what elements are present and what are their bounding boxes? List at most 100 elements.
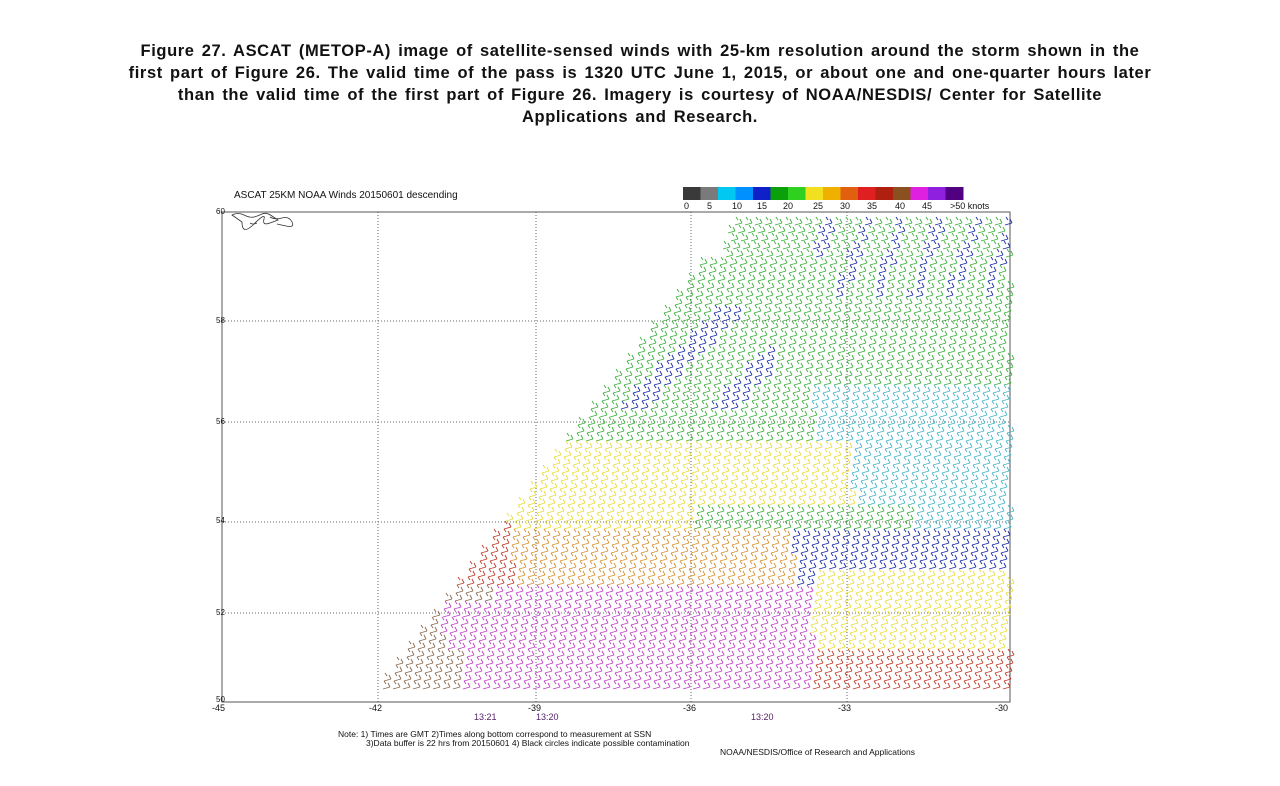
wind-barb <box>926 424 935 434</box>
wind-barb <box>797 568 806 578</box>
wind-barb <box>463 672 472 682</box>
wind-barb <box>840 232 849 242</box>
wind-barb <box>693 304 702 314</box>
wind-barb <box>934 296 943 306</box>
wind-barb <box>546 648 555 658</box>
wind-barb <box>650 544 659 554</box>
wind-barb <box>560 472 569 482</box>
wind-barb <box>856 504 865 514</box>
wind-barb <box>805 656 814 666</box>
wind-barb <box>979 480 988 490</box>
wind-barb <box>867 272 876 282</box>
wind-barb <box>520 616 529 626</box>
wind-barb <box>695 288 704 298</box>
wind-barb <box>609 480 618 490</box>
wind-barb <box>922 312 931 322</box>
wind-barb <box>782 456 791 466</box>
wind-barb <box>952 608 961 618</box>
wind-barb <box>1005 288 1014 298</box>
wind-barb <box>792 240 801 250</box>
wind-barb <box>928 560 937 570</box>
wind-barb <box>843 672 852 682</box>
wind-barb <box>852 456 861 466</box>
wind-barb <box>635 360 644 370</box>
wind-barb <box>907 224 916 234</box>
wind-barb <box>903 304 912 314</box>
wind-barb <box>677 496 686 506</box>
wind-barb <box>820 616 829 626</box>
pass-time-label: 13:21 <box>474 712 497 722</box>
wind-barb <box>975 432 984 442</box>
wind-barb <box>758 264 767 274</box>
wind-barb <box>684 440 693 450</box>
wind-barb <box>766 280 775 290</box>
wind-barb <box>684 592 693 602</box>
wind-barb <box>987 224 996 234</box>
lon-label: -39 <box>528 703 542 713</box>
wind-barb <box>660 320 669 330</box>
wind-barb <box>742 240 751 250</box>
wind-barb <box>909 408 918 418</box>
wind-barb <box>772 680 781 690</box>
wind-barb <box>993 520 1002 530</box>
wind-barb <box>747 224 756 234</box>
wind-barb <box>962 456 971 466</box>
wind-barb <box>866 280 875 290</box>
wind-barb <box>851 464 860 474</box>
wind-barb <box>929 624 938 634</box>
wind-barb <box>748 264 757 274</box>
wind-barb <box>729 480 738 490</box>
wind-barb <box>600 544 609 554</box>
wind-barb <box>748 560 757 570</box>
wind-barb <box>575 656 584 666</box>
wind-barb <box>603 520 612 530</box>
wind-barb <box>741 392 750 402</box>
wind-barb <box>917 568 926 578</box>
wind-barb <box>577 640 586 650</box>
wind-barb <box>709 256 718 266</box>
scale-labels: 0 5 10 15 20 25 30 35 40 45 >50 knots <box>680 201 1020 213</box>
wind-barb <box>769 552 778 562</box>
wind-barb <box>868 488 877 498</box>
wind-barb <box>945 360 954 370</box>
wind-barb <box>935 288 944 298</box>
wind-barb <box>935 432 944 442</box>
wind-barb <box>597 496 606 506</box>
wind-barb <box>640 544 649 554</box>
wind-barb <box>879 408 888 418</box>
wind-barb <box>746 504 755 514</box>
wind-barb <box>625 656 634 666</box>
wind-barb <box>777 272 786 282</box>
wind-barb <box>736 576 745 586</box>
wind-barb <box>710 616 719 626</box>
wind-barb <box>963 520 972 530</box>
wind-barb <box>732 456 741 466</box>
wind-barb <box>628 560 637 570</box>
wind-barb <box>998 336 1007 346</box>
wind-barb <box>844 592 853 602</box>
wind-barb <box>793 672 802 682</box>
wind-barb <box>705 288 714 298</box>
wind-barb <box>942 528 951 538</box>
wind-barb <box>726 648 735 658</box>
wind-barb <box>675 432 684 442</box>
wind-barb <box>953 448 962 458</box>
wind-barb <box>496 576 505 586</box>
wind-barb <box>417 640 426 650</box>
wind-barb <box>562 456 571 466</box>
wind-barb <box>858 264 867 274</box>
wind-barb <box>822 312 831 322</box>
wind-barb <box>968 560 977 570</box>
wind-barb <box>948 488 957 498</box>
wind-barb <box>814 368 823 378</box>
wind-barb <box>938 632 947 642</box>
wind-barb <box>684 368 693 378</box>
wind-barb <box>829 480 838 490</box>
wind-barb <box>797 344 806 354</box>
wind-barb <box>554 664 563 674</box>
wind-barb <box>478 632 487 642</box>
wind-barb <box>434 664 443 674</box>
wind-barb <box>988 632 997 642</box>
wind-barb <box>778 560 787 570</box>
wind-barb <box>672 528 681 538</box>
